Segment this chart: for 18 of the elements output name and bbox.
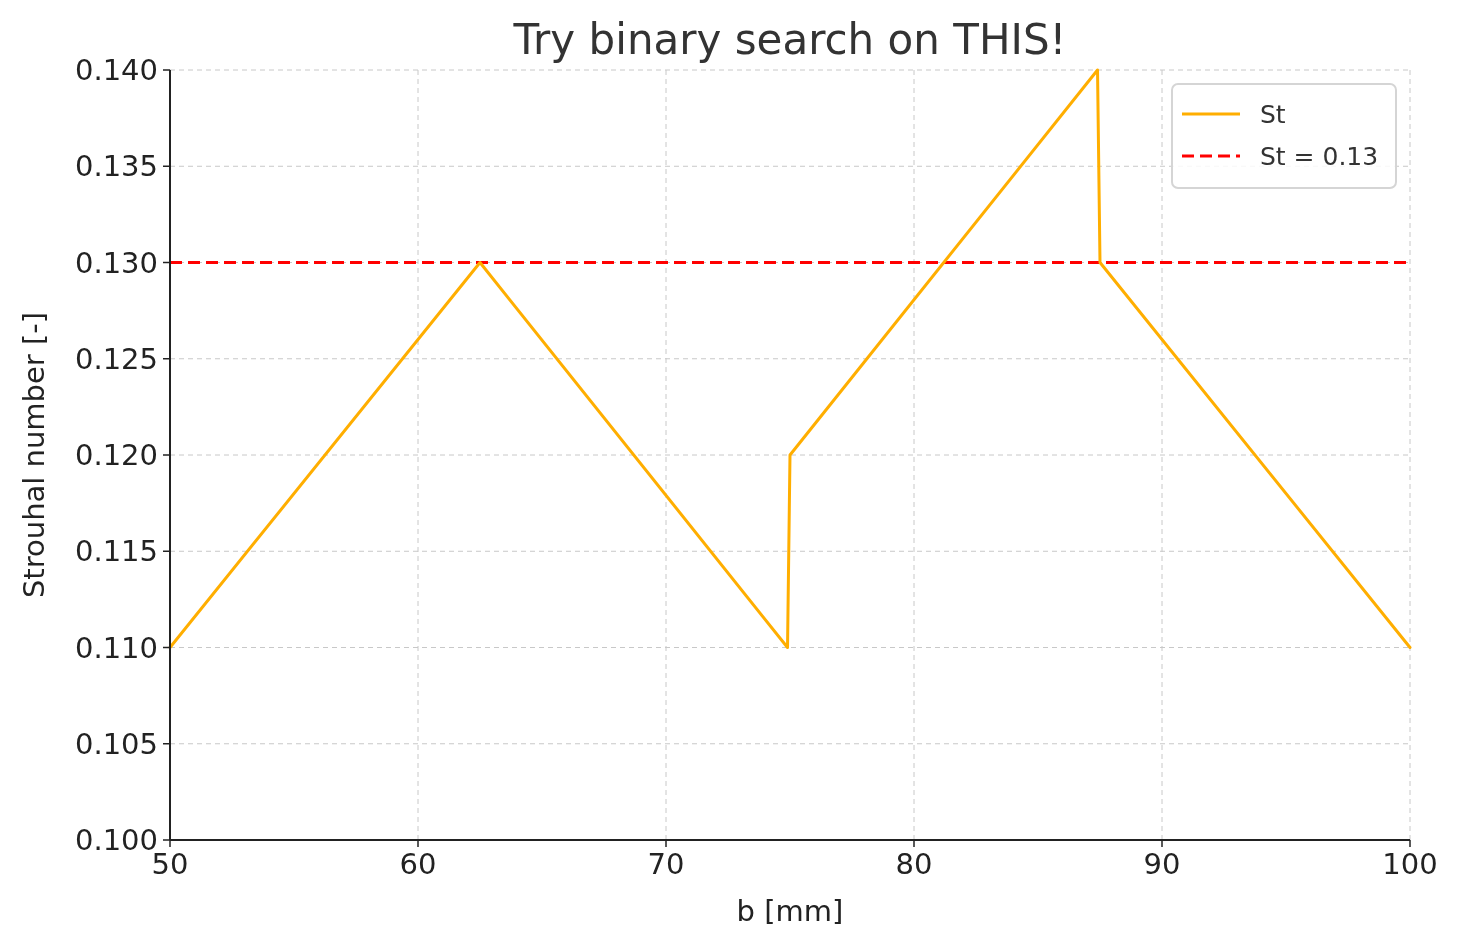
y-tick-label: 0.110 [74, 630, 158, 665]
x-tick-label: 90 [1143, 847, 1181, 881]
x-tick-label: 80 [895, 847, 933, 881]
x-tick-label: 100 [1382, 847, 1438, 881]
x-tick-label: 60 [399, 847, 437, 881]
x-tick-label: 70 [647, 847, 685, 881]
chart-title: Try binary search on THIS! [512, 15, 1067, 64]
y-tick-label: 0.105 [74, 726, 158, 761]
y-tick-label: 0.125 [74, 341, 158, 376]
y-tick-label: 0.140 [74, 53, 158, 87]
legend-label: St = 0.13 [1260, 142, 1379, 171]
legend-label: St [1260, 100, 1286, 129]
x-axis-title: b [mm] [736, 894, 844, 928]
y-tick-label: 0.130 [74, 245, 158, 280]
y-tick-label: 0.135 [74, 149, 158, 184]
y-axis-title: Strouhal number [-] [17, 311, 51, 599]
y-tick-label: 0.115 [74, 534, 158, 569]
y-tick-label: 0.120 [74, 438, 158, 472]
